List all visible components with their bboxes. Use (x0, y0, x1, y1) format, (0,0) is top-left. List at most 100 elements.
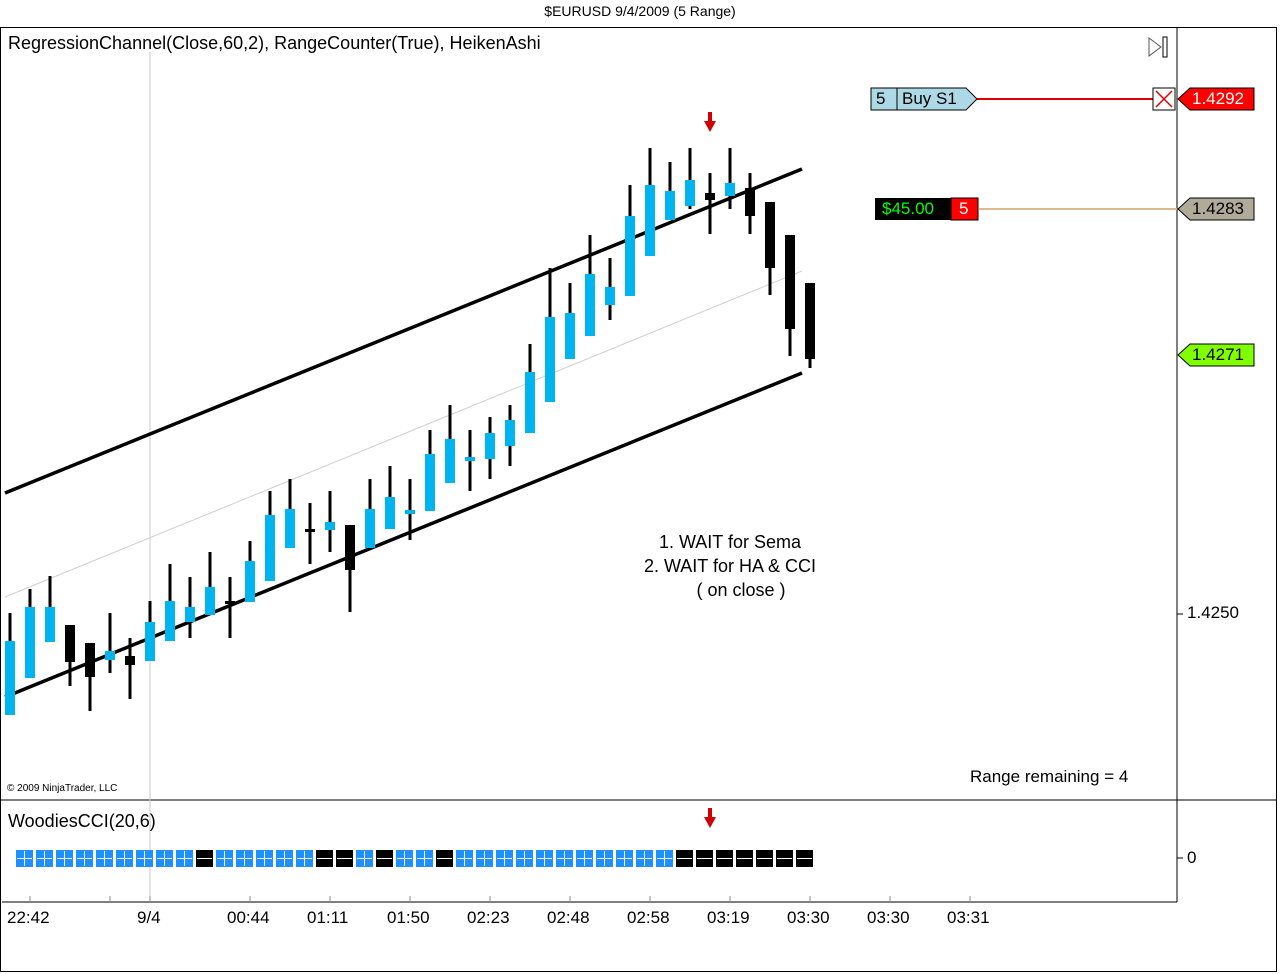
x-label: 02:23 (467, 908, 510, 927)
candle (325, 491, 335, 552)
x-label: 03:30 (867, 908, 910, 927)
cci-bar (736, 850, 753, 867)
regression-middle-line (4, 270, 803, 598)
candle (725, 148, 735, 209)
note-line-3: ( on close ) (696, 580, 786, 600)
candle (565, 283, 575, 359)
order-price: 1.4292 (1192, 89, 1244, 108)
position-qty-box (950, 197, 979, 221)
candle (205, 552, 215, 615)
regression-lower-line (4, 371, 803, 699)
cci-indicator-label: WoodiesCCI(20,6) (8, 811, 156, 831)
cci-bar (96, 850, 113, 867)
x-label: 00:44 (227, 908, 270, 927)
candle (345, 525, 355, 612)
cci-bar (756, 850, 773, 867)
cci-bar (376, 850, 393, 867)
order-name: Buy S1 (902, 89, 957, 108)
cci-bar (716, 850, 733, 867)
candle (185, 577, 195, 638)
position-price: 1.4283 (1192, 199, 1244, 218)
candle (545, 268, 555, 402)
order-qty: 5 (876, 89, 886, 108)
candle (445, 405, 455, 483)
cci-bar (296, 850, 313, 867)
candle (705, 173, 715, 234)
order-price-tag (1177, 87, 1255, 111)
candle (685, 148, 695, 209)
candle (625, 185, 635, 296)
candle (465, 430, 475, 491)
scroll-to-end-icon[interactable] (1148, 36, 1168, 58)
cci-bar (136, 850, 153, 867)
cci-y-axis-zero: 0 (1187, 848, 1197, 867)
cci-bar (156, 850, 173, 867)
candle (645, 148, 655, 256)
x-label: 03:31 (947, 908, 990, 927)
cci-bar (696, 850, 713, 867)
cci-bar (16, 850, 33, 867)
candle (405, 479, 415, 540)
candle (105, 613, 115, 673)
candle (425, 430, 435, 511)
candle (145, 601, 155, 661)
cci-bar (796, 850, 813, 867)
price-indicator-label: RegressionChannel(Close,60,2), RangeCoun… (8, 33, 541, 53)
candle (745, 173, 755, 234)
cci-bar (256, 850, 273, 867)
candle (525, 344, 535, 433)
candle (225, 577, 235, 638)
position-qty: 5 (959, 199, 969, 218)
cci-bar (476, 850, 493, 867)
cancel-order-icon[interactable] (1152, 87, 1176, 111)
position-pnl-box (875, 198, 951, 220)
cci-bar (676, 850, 693, 867)
cci-bar (436, 850, 453, 867)
x-label: 01:50 (387, 908, 430, 927)
candle (285, 479, 295, 548)
position-pnl: $45.00 (882, 199, 934, 218)
cci-bar (56, 850, 73, 867)
regression-upper-line (4, 167, 803, 495)
cci-bar (116, 850, 133, 867)
cci-bar (576, 850, 593, 867)
candle (165, 564, 175, 641)
cci-bar (656, 850, 673, 867)
x-label: 02:58 (627, 908, 670, 927)
cci-bar (396, 850, 413, 867)
candle (25, 589, 35, 678)
candle (65, 625, 75, 686)
cci-bar (76, 850, 93, 867)
candle (805, 283, 815, 368)
cci-bar (556, 850, 573, 867)
candle (585, 235, 595, 336)
cci-bar (316, 850, 333, 867)
cci-bar (176, 850, 193, 867)
last-price-tag (1177, 343, 1255, 367)
y-axis-label-1-4250: 1.4250 (1187, 603, 1239, 622)
cci-bar (776, 850, 793, 867)
last-price: 1.4271 (1192, 345, 1244, 364)
cci-bar (236, 850, 253, 867)
candle (305, 503, 315, 564)
candle (605, 258, 615, 320)
range-remaining: Range remaining = 4 (970, 767, 1129, 786)
cci-bar (216, 850, 233, 867)
candle (385, 466, 395, 529)
cci-signal-arrow-icon (704, 808, 716, 828)
window-title: $EURUSD 9/4/2009 (5 Range) (544, 3, 736, 19)
candle (245, 541, 255, 602)
candle (45, 576, 55, 642)
cci-bar (496, 850, 513, 867)
cci-bar (196, 850, 213, 867)
cci-bar (536, 850, 553, 867)
cci-bar (516, 850, 533, 867)
x-label: 22:42 (7, 908, 50, 927)
cci-bar (596, 850, 613, 867)
chart-frame (0, 27, 1277, 972)
note-line-1: 1. WAIT for Sema (658, 532, 802, 552)
candle (665, 162, 675, 220)
note-line-2: 2. WAIT for HA & CCI (643, 556, 817, 576)
x-label: 02:48 (547, 908, 590, 927)
